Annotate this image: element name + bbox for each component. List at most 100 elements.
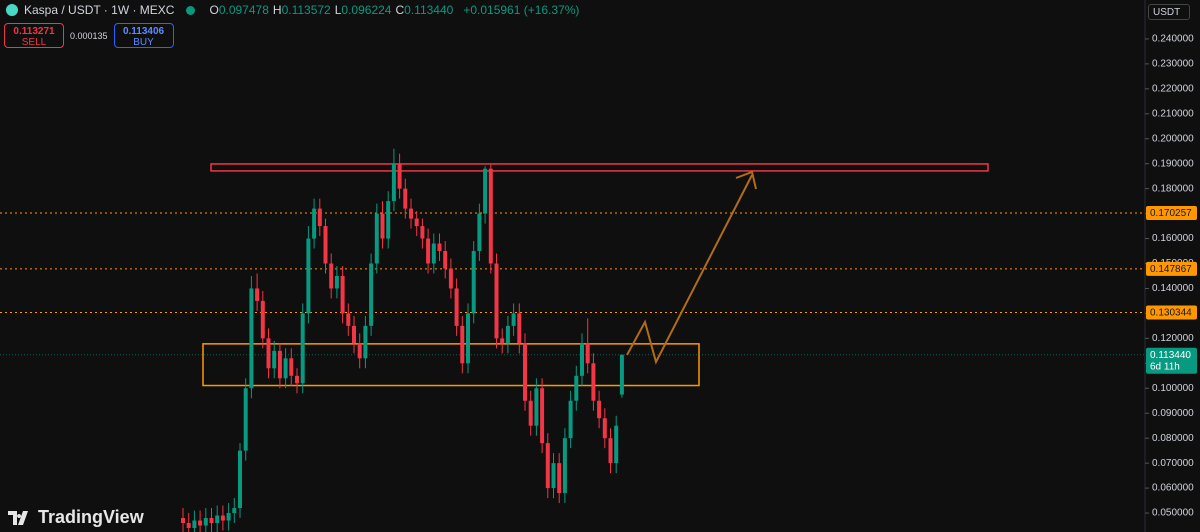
- candle-body: [334, 275, 339, 289]
- currency-button[interactable]: USDT: [1148, 4, 1190, 20]
- last-price-box: [1146, 347, 1197, 374]
- sell-price: 0.113271: [13, 26, 55, 37]
- candle-body: [471, 251, 476, 314]
- y-tick-label: 0.220000: [1152, 83, 1194, 94]
- candle-body: [272, 350, 277, 369]
- spread: 0.000135: [70, 30, 108, 41]
- ohlc: O0.097478 H0.113572 L0.096224 C0.113440: [209, 3, 457, 17]
- ohlc-key: H: [272, 3, 282, 17]
- sell-label: SELL: [21, 37, 47, 48]
- y-tick-label: 0.060000: [1152, 483, 1194, 494]
- countdown: 6d 11h: [1150, 361, 1180, 372]
- market-status[interactable]: [186, 5, 196, 15]
- candle-body: [192, 520, 197, 529]
- candle-body: [329, 263, 334, 289]
- candle-body: [488, 168, 493, 264]
- y-tick-label: 0.200000: [1152, 133, 1194, 144]
- y-tick-label: 0.100000: [1152, 383, 1194, 394]
- candle-body: [409, 208, 413, 219]
- ohlc-key: C: [395, 3, 405, 17]
- y-tick-label: 0.240000: [1152, 34, 1194, 45]
- candle-body: [591, 363, 596, 401]
- candle-body: [614, 425, 619, 464]
- candle-body: [220, 515, 225, 521]
- ohlc-value: 0.113572: [281, 3, 331, 17]
- price-label-box: [1146, 205, 1197, 220]
- candle-body: [540, 388, 545, 444]
- candle-body: [346, 313, 351, 326]
- candle-body: [483, 168, 488, 214]
- candle-body: [557, 463, 562, 494]
- candle-body: [215, 515, 220, 524]
- price-label: 0.130344: [1150, 308, 1192, 319]
- candle-body: [414, 218, 419, 227]
- plot-area: [0, 148, 1145, 532]
- candle-body: [306, 238, 311, 314]
- arrow-head: [735, 170, 757, 190]
- candle-body: [255, 288, 260, 301]
- candle-body: [209, 518, 214, 524]
- candle-body: [391, 163, 396, 202]
- candle-body: [295, 375, 299, 384]
- candle-body: [580, 343, 584, 376]
- y-tick-label: 0.120000: [1152, 333, 1194, 344]
- candle-body: [585, 343, 590, 364]
- candle-body: [386, 201, 391, 239]
- candle-body: [323, 226, 328, 264]
- candle-body: [448, 268, 453, 289]
- candle-body: [283, 358, 288, 379]
- candle-body: [186, 523, 191, 529]
- y-tick-label: 0.180000: [1152, 183, 1194, 194]
- candle-body: [574, 375, 579, 401]
- candle-body: [238, 450, 242, 509]
- candle-body: [198, 520, 203, 526]
- currency: USDT: [1153, 7, 1181, 18]
- y-tick-label: 0.070000: [1152, 458, 1194, 469]
- candle-body: [602, 418, 607, 439]
- candle-body: [260, 300, 265, 339]
- candle-body: [505, 325, 510, 344]
- candle-body: [426, 238, 431, 264]
- candle-body: [534, 388, 539, 426]
- ohlc-value: 0.096224: [341, 3, 392, 17]
- candle-body: [249, 288, 254, 389]
- candle-body: [494, 263, 499, 339]
- candle-body: [431, 243, 436, 264]
- candle-body: [203, 518, 208, 526]
- price-label: 0.170257: [1150, 208, 1192, 219]
- candle-body: [363, 325, 368, 359]
- last-price-label: 0.113440: [1150, 350, 1191, 361]
- candle-body: [477, 213, 482, 252]
- candle-body: [232, 508, 237, 514]
- candle-body: [517, 313, 522, 344]
- ohlc-key: O: [209, 3, 219, 17]
- candle-body: [312, 208, 317, 239]
- ohlc-value: 0.097478: [218, 3, 269, 17]
- candle-body: [443, 251, 448, 269]
- brand: TradingView: [8, 507, 144, 528]
- candle-body: [437, 243, 442, 252]
- y-tick-label: 0.190000: [1152, 158, 1194, 169]
- candle-body: [352, 325, 356, 344]
- candle-body: [420, 226, 425, 239]
- change: +0.015961 (+16.37%): [463, 3, 580, 17]
- candle-body: [460, 325, 465, 364]
- ohlc-value: 0.113440: [404, 3, 454, 17]
- zone: [210, 163, 989, 172]
- candle-body: [597, 400, 602, 419]
- buy-label: BUY: [133, 37, 154, 48]
- buy-button[interactable]: 0.113406 BUY: [113, 23, 174, 48]
- candle-body: [608, 438, 613, 464]
- projection-arrow: [626, 174, 753, 365]
- sell-button[interactable]: 0.113271 SELL: [4, 23, 64, 48]
- y-tick-label: 0.230000: [1152, 59, 1194, 70]
- candle-body: [454, 288, 459, 326]
- zone: [202, 343, 700, 387]
- candle-body: [369, 263, 374, 326]
- candle-body: [523, 343, 527, 401]
- price-label: 0.147867: [1150, 264, 1192, 275]
- candle-body: [551, 463, 556, 489]
- symbol: Kaspa / USDT · 1W · MEXC: [24, 3, 175, 17]
